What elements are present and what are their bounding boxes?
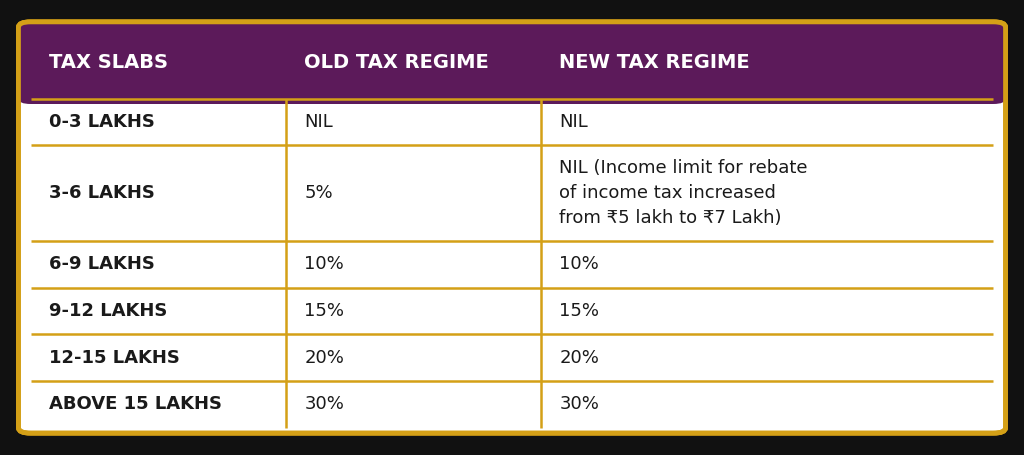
Bar: [31, 59, 993, 99]
Text: NIL: NIL: [559, 113, 588, 131]
Text: 20%: 20%: [304, 349, 344, 367]
Text: NIL: NIL: [304, 113, 333, 131]
Text: NEW TAX REGIME: NEW TAX REGIME: [559, 53, 750, 72]
Text: 15%: 15%: [304, 302, 344, 320]
Text: 6-9 LAKHS: 6-9 LAKHS: [49, 255, 155, 273]
Text: 5%: 5%: [304, 184, 333, 202]
Text: 15%: 15%: [559, 302, 599, 320]
Text: 10%: 10%: [559, 255, 599, 273]
Text: 3-6 LAKHS: 3-6 LAKHS: [49, 184, 155, 202]
Text: TAX SLABS: TAX SLABS: [49, 53, 168, 72]
Text: OLD TAX REGIME: OLD TAX REGIME: [304, 53, 489, 72]
Text: 9-12 LAKHS: 9-12 LAKHS: [49, 302, 168, 320]
Text: 10%: 10%: [304, 255, 344, 273]
Text: 30%: 30%: [304, 395, 344, 413]
FancyBboxPatch shape: [18, 22, 1006, 433]
Text: 12-15 LAKHS: 12-15 LAKHS: [49, 349, 180, 367]
Text: 0-3 LAKHS: 0-3 LAKHS: [49, 113, 155, 131]
Text: ABOVE 15 LAKHS: ABOVE 15 LAKHS: [49, 395, 222, 413]
Text: 30%: 30%: [559, 395, 599, 413]
Text: NIL (Income limit for rebate
of income tax increased
from ₹5 lakh to ₹7 Lakh): NIL (Income limit for rebate of income t…: [559, 159, 808, 227]
Text: 20%: 20%: [559, 349, 599, 367]
FancyBboxPatch shape: [18, 22, 1006, 104]
